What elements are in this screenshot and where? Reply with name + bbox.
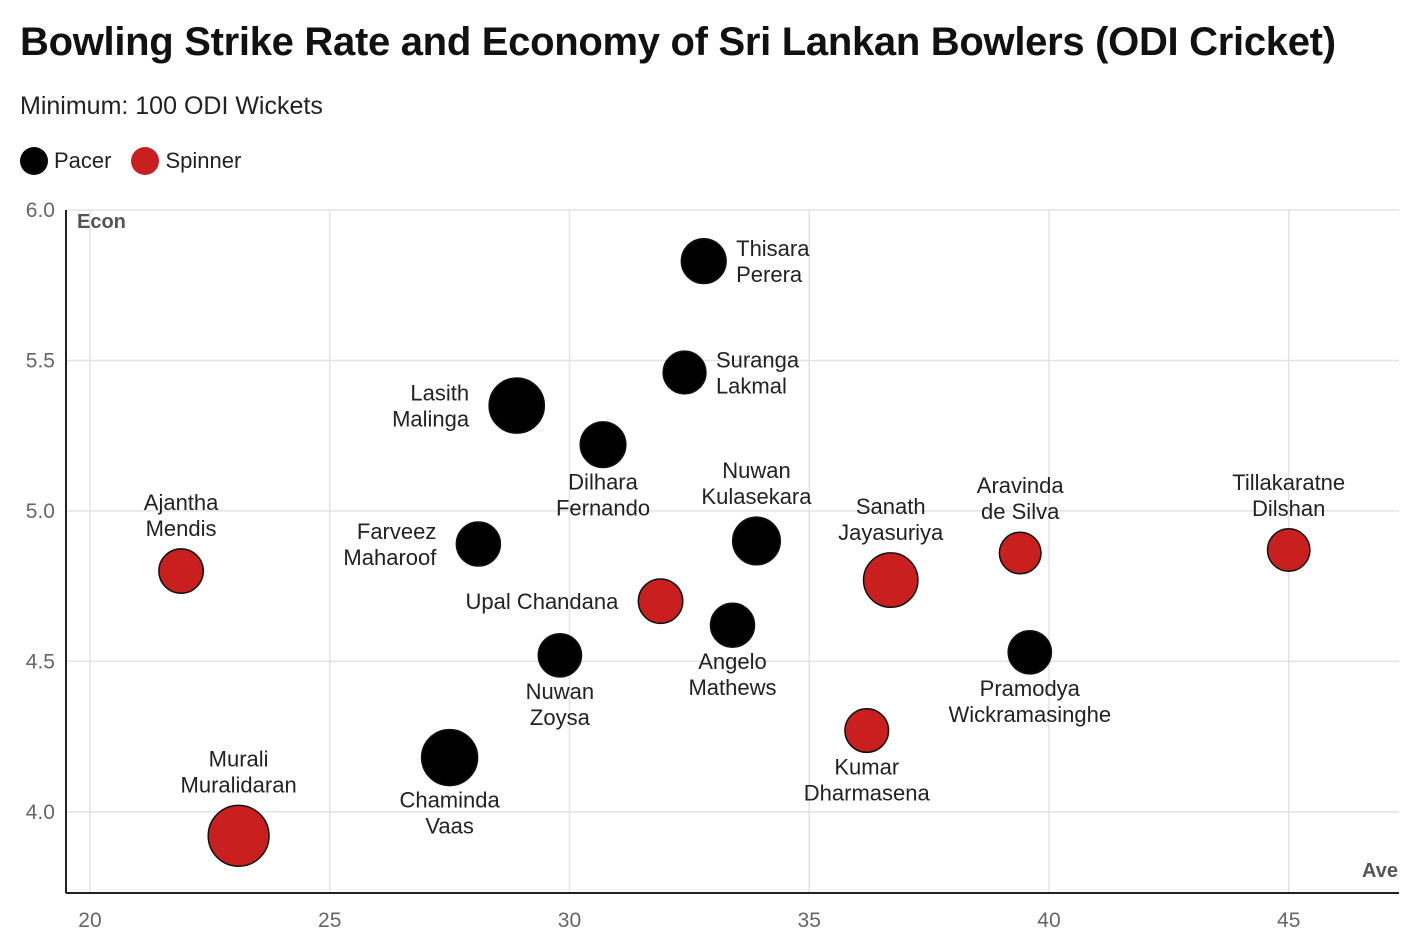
gridlines (66, 209, 1399, 893)
x-tick-label: 45 (1277, 909, 1300, 932)
data-point (158, 548, 205, 595)
data-point (637, 578, 684, 625)
point-label: Muralidaran (181, 772, 297, 797)
data-point (1266, 528, 1311, 572)
point-label: Lasith (410, 381, 469, 406)
legend-label-spinner: Spinner (165, 148, 242, 173)
data-point (709, 602, 756, 648)
y-tick-label: 5.5 (26, 349, 55, 372)
y-tick-label: 4.0 (26, 801, 55, 824)
data-point (537, 632, 583, 678)
data-point (1007, 629, 1053, 675)
point-label: Ajantha (144, 490, 219, 515)
chart-title: Bowling Strike Rate and Economy of Sri L… (20, 20, 1336, 64)
data-point (998, 531, 1042, 575)
x-tick-label: 35 (798, 909, 821, 932)
point-label: Jayasuriya (838, 520, 944, 545)
legend: Pacer Spinner (20, 147, 261, 175)
point-label: Maharoof (343, 545, 437, 570)
point-label: Dilhara (568, 469, 638, 494)
legend-item-pacer[interactable]: Pacer (20, 147, 111, 175)
point-label: Chaminda (399, 788, 500, 813)
point-label: Aravinda (977, 473, 1065, 498)
point-label: Vaas (425, 814, 474, 839)
x-axis-title: Ave (1362, 860, 1398, 882)
y-tick-label: 5.0 (26, 500, 55, 523)
point-label: de Silva (981, 499, 1060, 524)
chart-subtitle: Minimum: 100 ODI Wickets (20, 92, 323, 120)
y-tick-label: 6.0 (26, 199, 55, 222)
y-axis-title: Econ (77, 211, 126, 233)
data-point (862, 552, 919, 609)
point-label: Fernando (556, 495, 650, 520)
point-label: Upal Chandana (465, 589, 619, 614)
y-tick-label: 4.5 (26, 650, 55, 673)
x-tick-label: 20 (78, 909, 101, 932)
point-label: Angelo (698, 649, 767, 674)
point-label: Dharmasena (804, 780, 931, 805)
point-label: Wickramasinghe (948, 702, 1111, 727)
data-point (488, 377, 546, 434)
data-point (579, 421, 627, 469)
legend-swatch-spinner (131, 147, 160, 175)
data-points (158, 237, 1311, 867)
point-label: Perera (736, 262, 803, 287)
data-point (680, 237, 727, 285)
point-label: Zoysa (530, 705, 591, 730)
x-tick-label: 40 (1037, 909, 1060, 932)
x-tick-label: 25 (318, 909, 341, 932)
data-point (455, 521, 502, 567)
point-label: Mathews (688, 675, 776, 700)
point-label: Nuwan (722, 458, 790, 483)
point-label: Nuwan (526, 679, 594, 704)
data-point (662, 350, 707, 395)
point-label: Farveez (357, 519, 436, 544)
data-point (207, 804, 270, 867)
x-tick-label: 30 (558, 909, 581, 932)
point-label: Suranga (716, 347, 800, 372)
point-label: Pramodya (980, 676, 1081, 701)
data-point (731, 516, 782, 566)
axes (65, 210, 1399, 894)
point-label: Thisara (736, 236, 810, 261)
point-label: Kulasekara (701, 484, 812, 509)
legend-swatch-pacer (20, 147, 48, 175)
point-label: Lakmal (716, 373, 787, 398)
point-label: Mendis (146, 516, 217, 541)
point-label: Murali (209, 746, 269, 771)
point-label: Kumar (834, 754, 899, 779)
point-label: Dilshan (1252, 496, 1325, 521)
legend-item-spinner[interactable]: Spinner (131, 147, 241, 175)
data-point (844, 707, 890, 754)
point-label: Sanath (856, 494, 926, 519)
data-point (420, 728, 479, 787)
tick-labels: 20 25 30 35 40 45 4.0 4.5 5.0 5.5 6.0 (26, 199, 1301, 932)
point-label: Tillakaratne (1232, 470, 1345, 495)
legend-label-pacer: Pacer (54, 148, 112, 173)
point-label: Malinga (392, 407, 470, 432)
